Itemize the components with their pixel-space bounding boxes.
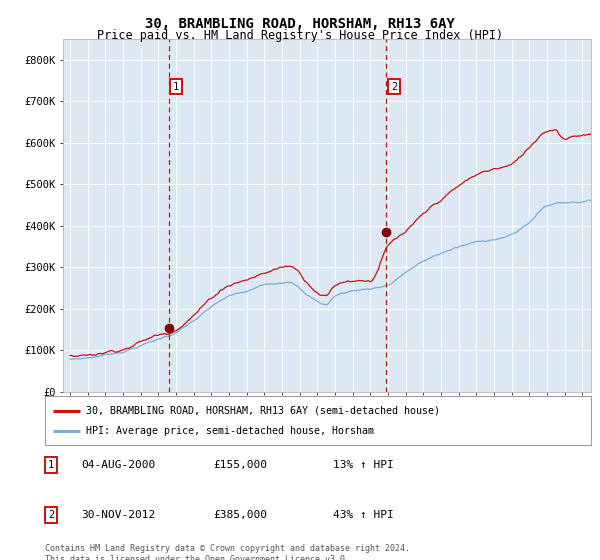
Text: HPI: Average price, semi-detached house, Horsham: HPI: Average price, semi-detached house,…: [86, 426, 374, 436]
Text: 30-NOV-2012: 30-NOV-2012: [81, 510, 155, 520]
Text: 1: 1: [173, 82, 179, 92]
Text: 04-AUG-2000: 04-AUG-2000: [81, 460, 155, 470]
Text: Contains HM Land Registry data © Crown copyright and database right 2024.
This d: Contains HM Land Registry data © Crown c…: [45, 544, 410, 560]
Text: 2: 2: [48, 510, 54, 520]
Text: 1: 1: [48, 460, 54, 470]
Text: 43% ↑ HPI: 43% ↑ HPI: [333, 510, 394, 520]
Text: £155,000: £155,000: [213, 460, 267, 470]
Text: 30, BRAMBLING ROAD, HORSHAM, RH13 6AY (semi-detached house): 30, BRAMBLING ROAD, HORSHAM, RH13 6AY (s…: [86, 405, 440, 416]
Text: 2: 2: [391, 82, 397, 92]
Text: 13% ↑ HPI: 13% ↑ HPI: [333, 460, 394, 470]
Text: 30, BRAMBLING ROAD, HORSHAM, RH13 6AY: 30, BRAMBLING ROAD, HORSHAM, RH13 6AY: [145, 17, 455, 31]
Text: Price paid vs. HM Land Registry's House Price Index (HPI): Price paid vs. HM Land Registry's House …: [97, 29, 503, 42]
Text: £385,000: £385,000: [213, 510, 267, 520]
